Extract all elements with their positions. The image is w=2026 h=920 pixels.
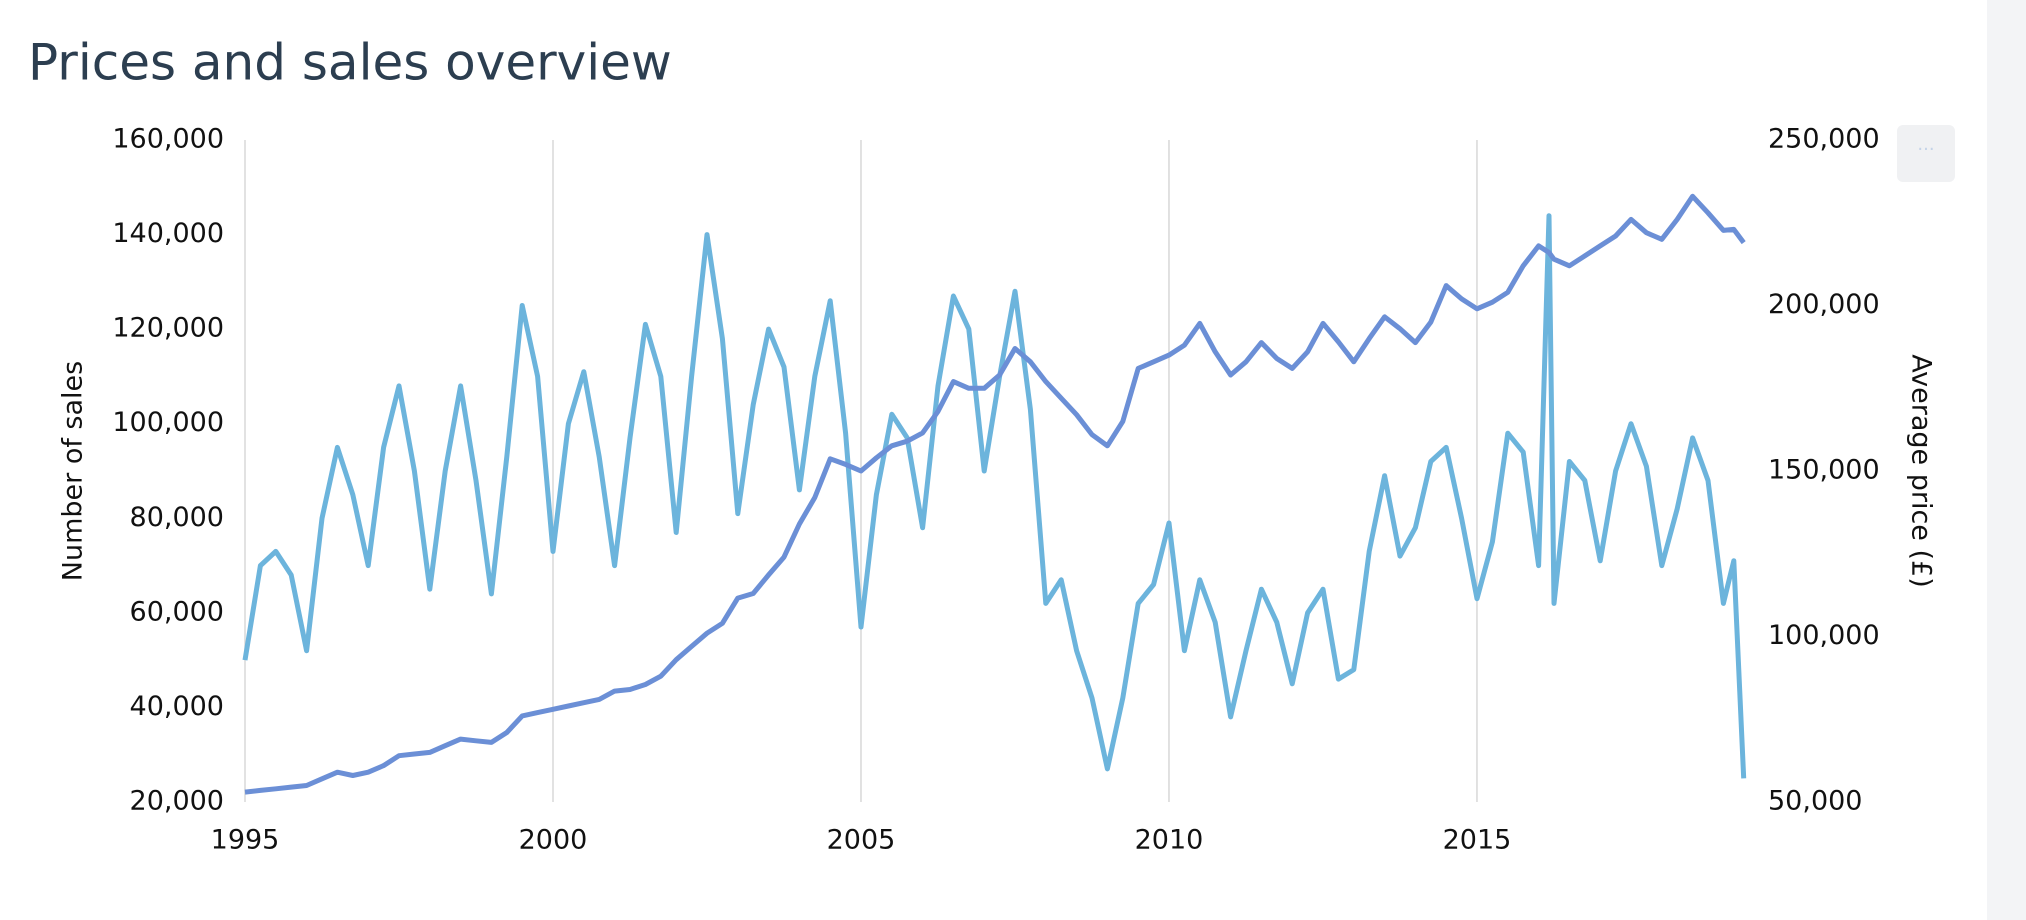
x-tick-label: 2000 bbox=[519, 825, 588, 856]
y-tick-label: 160,000 bbox=[112, 124, 224, 155]
x-tick-label: 2010 bbox=[1135, 825, 1204, 856]
y-tick-label: 80,000 bbox=[130, 502, 224, 533]
y-tick-label: 60,000 bbox=[130, 596, 224, 627]
y-tick-label: 100,000 bbox=[112, 407, 224, 438]
menu-button[interactable]: ··· bbox=[1897, 125, 1955, 182]
y-tick-label: 40,000 bbox=[130, 691, 224, 722]
x-tick-label: 2005 bbox=[827, 825, 896, 856]
chart: Prices and sales overview Number of sale… bbox=[28, 34, 1937, 856]
y-tick-label: 140,000 bbox=[112, 218, 224, 249]
y2-tick-label: 200,000 bbox=[1768, 289, 1880, 320]
y-tick-label: 20,000 bbox=[130, 786, 224, 817]
x-tick-label: 1995 bbox=[211, 825, 280, 856]
line bbox=[242, 213, 1747, 779]
line bbox=[244, 193, 1746, 795]
chart-title: Prices and sales overview bbox=[28, 34, 672, 92]
y2-tick-label: 250,000 bbox=[1768, 124, 1880, 155]
side-strip bbox=[1987, 0, 2026, 920]
y2-tick-label: 150,000 bbox=[1768, 455, 1880, 486]
x-tick-label: 2015 bbox=[1443, 825, 1512, 856]
y-tick-label: 120,000 bbox=[112, 313, 224, 344]
y2-tick-label: 50,000 bbox=[1768, 786, 1862, 817]
y2-axis-label: Average price (£) bbox=[1906, 354, 1937, 587]
y2-tick-label: 100,000 bbox=[1768, 620, 1880, 651]
y-axis-label: Number of sales bbox=[58, 361, 89, 581]
